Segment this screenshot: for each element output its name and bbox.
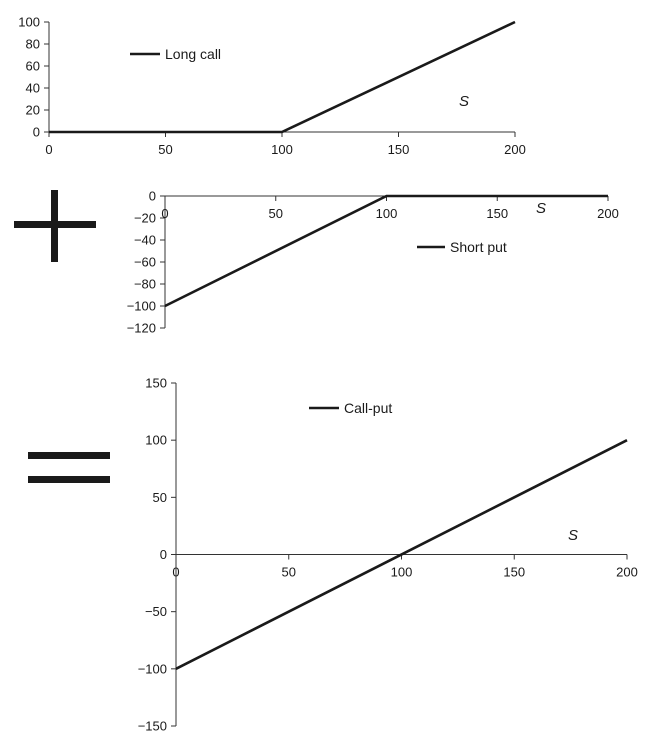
short-put-chart: 0 −20 −40 −60 −80 −100 −120 0 50 100 150 200 Short p… — [127, 189, 619, 336]
call-put-x-tick-label: 200 — [616, 565, 638, 580]
short-put-x-tick-label: 100 — [376, 206, 398, 221]
long-call-x-tick-label: 50 — [158, 142, 172, 157]
short-put-y-tick-label: −40 — [134, 233, 156, 248]
call-put-x-axis-name: S — [568, 527, 578, 544]
long-call-y-tick-label: 80 — [26, 37, 40, 52]
call-put-y-tick-label: 150 — [145, 376, 167, 391]
short-put-x-tick-label: 0 — [161, 206, 168, 221]
call-put-chart: 150 100 50 0 −50 −100 −150 0 50 100 150 200 Call-put… — [138, 376, 638, 734]
plus-vertical-bar — [51, 190, 58, 262]
equals-sign: = — [28, 452, 110, 483]
long-call-x-tick-label: 100 — [271, 142, 293, 157]
short-put-x-tick-label: 150 — [486, 206, 508, 221]
call-put-series-line — [175, 439, 628, 670]
equals-bottom-bar — [28, 476, 110, 483]
long-call-legend-label: Long call — [165, 46, 221, 62]
short-put-x-tick-label: 50 — [269, 206, 283, 221]
call-put-y-tick-label: 0 — [160, 547, 167, 562]
short-put-y-tick-label: −20 — [134, 211, 156, 226]
short-put-x-axis-name: S — [536, 200, 546, 217]
call-put-y-tick-label: −100 — [138, 661, 167, 676]
long-call-series-line — [49, 20, 516, 134]
short-put-series-line — [164, 194, 608, 308]
plus-sign: + — [14, 190, 96, 262]
long-call-x-tick-label: 0 — [45, 142, 52, 157]
short-put-y-tick-label: −60 — [134, 255, 156, 270]
call-put-x-tick-label: 150 — [503, 565, 525, 580]
call-put-legend-label: Call-put — [344, 400, 392, 416]
short-put-x-tick-label: 200 — [597, 206, 619, 221]
short-put-y-tick-label: −80 — [134, 277, 156, 292]
long-call-y-tick-label: 100 — [18, 15, 40, 30]
long-call-y-tick-label: 60 — [26, 59, 40, 74]
long-call-x-tick-label: 200 — [504, 142, 526, 157]
long-call-y-tick-label: 20 — [26, 103, 40, 118]
call-put-y-tick-label: −50 — [145, 604, 167, 619]
long-call-y-tick-label: 0 — [33, 125, 40, 140]
equals-top-bar — [28, 452, 110, 459]
call-put-x-tick-label: 50 — [282, 565, 296, 580]
call-put-y-tick-label: 100 — [145, 433, 167, 448]
short-put-legend-label: Short put — [450, 239, 507, 255]
long-call-chart: 0 20 40 60 80 100 0 50 100 150 200 Long call S — [18, 15, 526, 158]
call-put-x-tick-label: 100 — [391, 565, 413, 580]
call-put-x-tick-label: 0 — [172, 565, 179, 580]
long-call-x-tick-label: 150 — [388, 142, 410, 157]
short-put-y-tick-label: 0 — [149, 189, 156, 204]
call-put-y-tick-label: −150 — [138, 719, 167, 734]
long-call-x-axis-name: S — [459, 93, 469, 110]
long-call-y-tick-label: 40 — [26, 81, 40, 96]
short-put-y-tick-label: −120 — [127, 321, 156, 336]
call-put-y-tick-label: 50 — [153, 490, 167, 505]
short-put-y-tick-label: −100 — [127, 299, 156, 314]
